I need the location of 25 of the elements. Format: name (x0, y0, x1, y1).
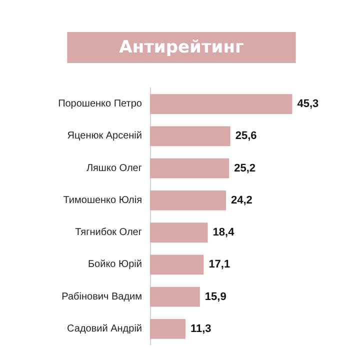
data-label: 11,3 (190, 322, 212, 335)
y-tick-label: Рабінович Вадим (62, 291, 142, 302)
data-label: 15,9 (204, 290, 226, 303)
bar (150, 94, 292, 114)
data-label: 18,4 (212, 226, 236, 239)
bar (150, 222, 208, 243)
y-tick-label: Тимошенко Юлія (63, 194, 142, 206)
bar (150, 190, 226, 210)
data-label: 45,3 (297, 98, 319, 110)
bar (150, 126, 230, 146)
y-tick-label: Порошенко Петро (58, 98, 142, 110)
bar (150, 318, 186, 339)
data-label: 24,2 (230, 194, 252, 206)
bar (150, 254, 204, 275)
y-tick-label: Ляшко Олег (86, 162, 142, 174)
bar (150, 158, 230, 178)
y-tick-label: Тягнибок Олег (75, 227, 142, 238)
bar (150, 286, 200, 307)
y-tick-label: Бойко Юрій (88, 259, 142, 270)
data-label: 25,2 (234, 162, 256, 174)
y-tick-label: Яценюк Арсеній (67, 130, 142, 142)
chart-title: Антирейтинг (119, 38, 244, 58)
y-tick-label: Садовий Андрій (67, 323, 142, 334)
data-label: 17,1 (208, 258, 230, 271)
data-label: 25,6 (235, 130, 257, 142)
